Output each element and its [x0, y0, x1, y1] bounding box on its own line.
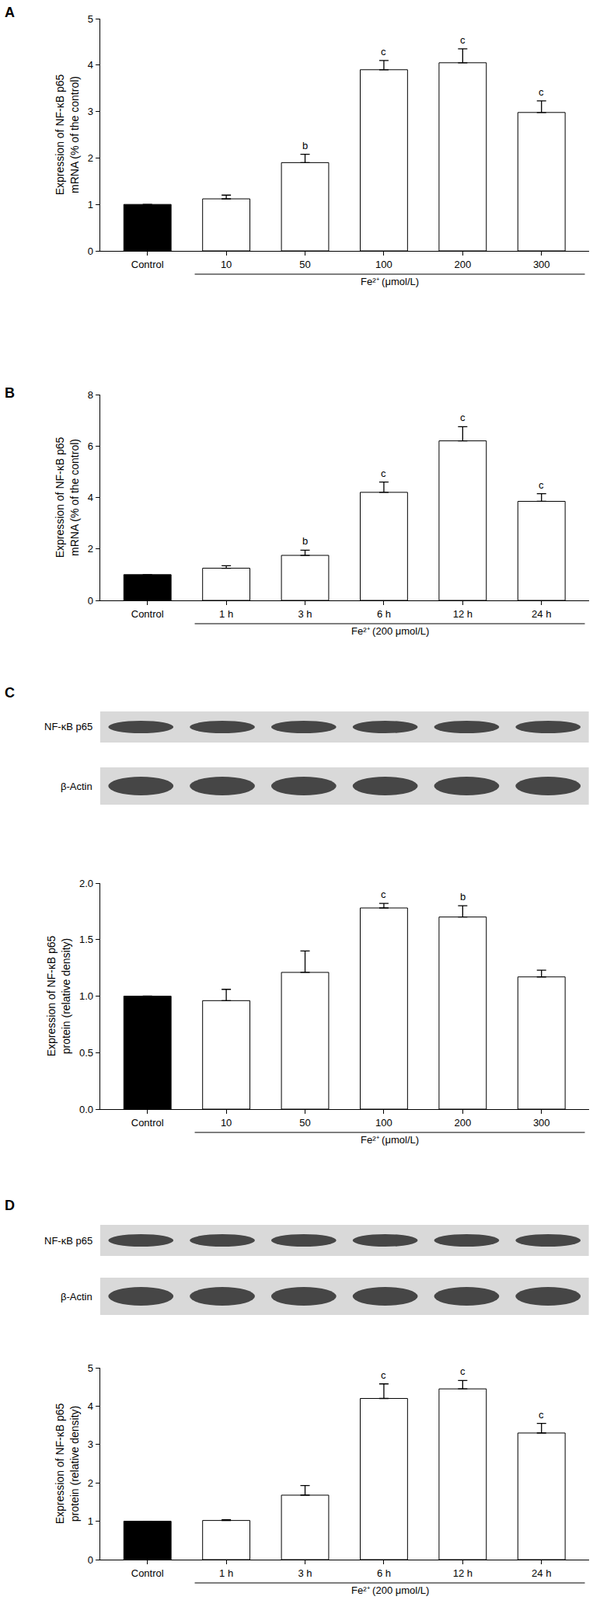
svg-text:6: 6 [87, 440, 94, 453]
svg-text:c: c [460, 34, 466, 46]
svg-text:Expression of NF-κB p65protein: Expression of NF-κB p65protein (relative… [53, 1403, 81, 1525]
svg-text:0: 0 [87, 1555, 94, 1567]
svg-text:0: 0 [87, 595, 94, 607]
svg-text:3 h: 3 h [297, 1568, 312, 1581]
svg-text:4: 4 [87, 1401, 94, 1413]
svg-text:3 h: 3 h [297, 608, 312, 621]
svg-text:4: 4 [87, 491, 94, 504]
svg-text:1 h: 1 h [219, 1568, 234, 1581]
svg-text:b: b [302, 139, 308, 152]
svg-text:Expression of NF-κB p65mRNA (%: Expression of NF-κB p65mRNA (% of the co… [53, 436, 81, 559]
svg-text:1: 1 [87, 1516, 94, 1528]
svg-text:10: 10 [220, 258, 232, 271]
svg-text:c: c [460, 411, 466, 424]
svg-text:Fe²⁺ (μmol/L): Fe²⁺ (μmol/L) [360, 1134, 419, 1147]
svg-text:c: c [380, 45, 387, 58]
svg-text:Expression of NF-κB p65mRNA (%: Expression of NF-κB p65mRNA (% of the co… [53, 73, 81, 196]
svg-text:24 h: 24 h [531, 1568, 552, 1581]
svg-text:1.5: 1.5 [79, 934, 94, 946]
svg-text:8: 8 [87, 389, 94, 402]
svg-text:Control: Control [131, 1117, 164, 1130]
svg-text:0.5: 0.5 [79, 1047, 94, 1060]
svg-text:100: 100 [375, 1117, 393, 1130]
svg-text:1.0: 1.0 [79, 990, 94, 1003]
svg-text:200: 200 [453, 1117, 471, 1130]
svg-text:2: 2 [87, 543, 94, 555]
svg-text:300: 300 [533, 1117, 551, 1130]
svg-text:50: 50 [299, 258, 311, 271]
svg-text:3: 3 [87, 105, 94, 118]
svg-text:5: 5 [87, 13, 94, 25]
svg-text:NF-κB p65: NF-κB p65 [44, 1235, 93, 1248]
svg-text:12 h: 12 h [453, 1568, 473, 1581]
svg-text:2.0: 2.0 [79, 878, 94, 890]
svg-text:B: B [4, 385, 15, 402]
svg-text:0.0: 0.0 [79, 1104, 94, 1117]
svg-text:c: c [538, 1409, 545, 1422]
svg-text:c: c [380, 1370, 387, 1382]
svg-text:6 h: 6 h [376, 1568, 391, 1581]
svg-text:c: c [380, 467, 387, 480]
svg-text:50: 50 [299, 1117, 311, 1130]
svg-text:c: c [538, 86, 545, 98]
svg-text:100: 100 [375, 258, 393, 271]
svg-text:b: b [302, 535, 308, 548]
svg-text:β-Actin: β-Actin [60, 1291, 93, 1304]
svg-text:Control: Control [131, 1568, 164, 1581]
svg-text:Control: Control [131, 258, 164, 271]
svg-text:Fe²⁺ (μmol/L): Fe²⁺ (μmol/L) [360, 275, 419, 288]
svg-text:β-Actin: β-Actin [60, 781, 93, 793]
svg-text:6 h: 6 h [376, 608, 391, 621]
svg-text:c: c [380, 889, 387, 901]
svg-text:2: 2 [87, 1478, 94, 1490]
svg-text:10: 10 [220, 1117, 232, 1130]
svg-text:3: 3 [87, 1439, 94, 1452]
svg-text:Expression of NF-κB p65protein: Expression of NF-κB p65protein (relative… [45, 935, 72, 1058]
svg-text:c: c [460, 1366, 466, 1378]
svg-text:1 h: 1 h [219, 608, 234, 621]
svg-text:Fe²⁺ (200 μmol/L): Fe²⁺ (200 μmol/L) [351, 1585, 430, 1598]
svg-text:2: 2 [87, 152, 94, 164]
svg-text:Control: Control [131, 608, 164, 621]
svg-text:4: 4 [87, 59, 94, 71]
svg-text:C: C [4, 685, 15, 702]
svg-text:0: 0 [87, 245, 94, 258]
svg-text:5: 5 [87, 1363, 94, 1375]
svg-text:A: A [4, 4, 15, 21]
svg-text:300: 300 [533, 258, 551, 271]
svg-text:24 h: 24 h [531, 608, 552, 621]
svg-text:b: b [460, 891, 466, 904]
svg-text:D: D [4, 1198, 15, 1214]
svg-text:1: 1 [87, 198, 94, 211]
svg-text:NF-κB p65: NF-κB p65 [44, 721, 93, 733]
svg-text:c: c [538, 479, 545, 492]
svg-text:200: 200 [453, 258, 471, 271]
svg-text:Fe²⁺ (200 μmol/L): Fe²⁺ (200 μmol/L) [351, 625, 430, 638]
svg-text:12 h: 12 h [453, 608, 473, 621]
